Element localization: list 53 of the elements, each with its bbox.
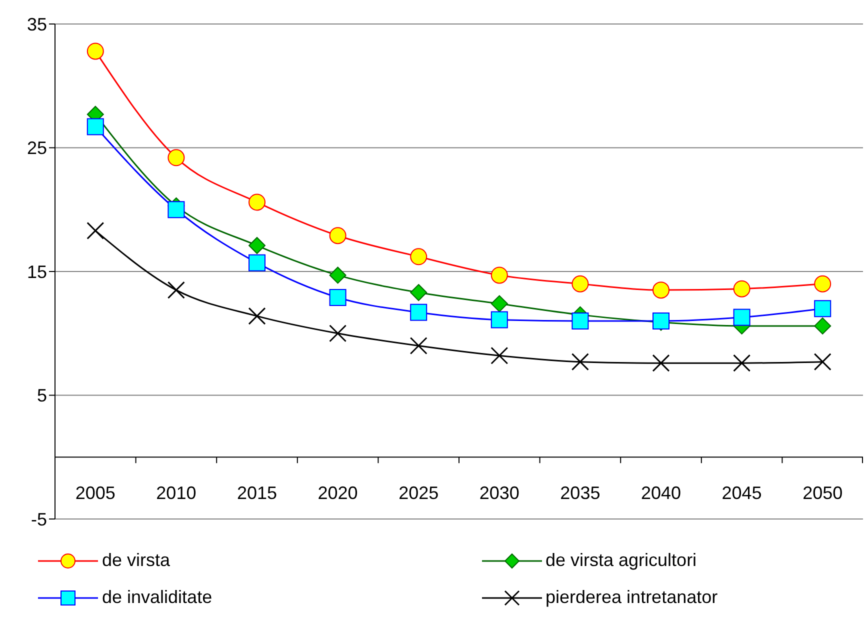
y-tick-label: -5 [30,509,47,530]
point [248,254,266,272]
point [814,353,832,371]
x-tick-label: 2040 [640,483,682,504]
point [733,280,750,298]
point [571,353,589,371]
point [490,266,508,284]
point [86,118,104,136]
point [86,42,104,60]
x-tick-label: 2050 [802,483,843,504]
point [733,308,750,326]
point [168,201,185,218]
y-tick-label: 5 [36,386,47,406]
point [490,346,508,364]
y-tick-label: 15 [26,262,47,282]
point [248,307,266,325]
point [329,324,347,342]
point [733,354,751,372]
legend-label: de invaliditate [102,587,212,608]
legend-label: de virsta agricultori [546,550,697,571]
point [248,194,266,211]
y-tick-label: 25 [26,138,47,158]
point [329,266,346,284]
point [652,354,670,372]
point [652,282,670,299]
point [572,275,589,292]
legend-label: de virsta [102,550,170,571]
point [572,312,589,330]
point [329,227,346,244]
point [410,284,428,302]
legend-label: pierderea intretanator [546,587,718,608]
point [86,222,104,240]
point [490,311,508,328]
x-tick-label: 2015 [236,483,278,504]
point [248,237,266,254]
y-tick-label: 35 [26,14,47,34]
point [410,304,428,321]
point [814,317,832,334]
point [490,295,508,312]
point [329,288,346,306]
x-tick-label: 2045 [722,483,762,504]
point [167,281,185,299]
point [410,337,428,354]
x-tick-label: 2035 [560,483,600,504]
x-tick-label: 2020 [318,483,358,504]
point [814,275,832,292]
point [168,149,185,166]
x-tick-label: 2030 [479,483,520,504]
x-tick-label: 2005 [75,483,116,504]
x-tick-label: 2025 [398,483,439,504]
point [814,300,832,318]
point [410,248,428,266]
x-tick-label: 2010 [156,483,196,504]
